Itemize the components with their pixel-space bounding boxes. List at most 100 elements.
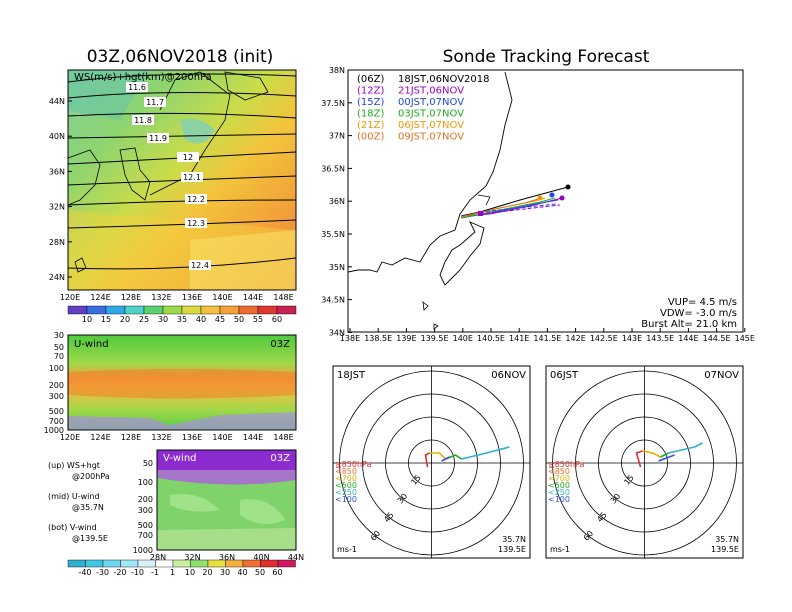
lon-tick-label: 139.5E [421, 334, 449, 343]
svg-text:(up) WS+hgt: (up) WS+hgt [48, 461, 100, 470]
ws-panel: WS(m/s)+hgt(km)@200hPa 11.611.7 11.8 11.9 1… [49, 69, 297, 302]
lon-tick-label: 142.5E [590, 334, 618, 343]
pressure-tick-label: 500 [138, 521, 153, 530]
lon-tick-label: 144E [678, 334, 698, 343]
hodo-legend-item: <500 [335, 481, 357, 490]
colorbar-label: 10 [185, 568, 195, 577]
colorbar-swatch [225, 559, 244, 568]
hodograph-lon: 139.5E [498, 545, 526, 554]
colorbar-label: 25 [139, 315, 149, 324]
lon-tick-label: 120E [60, 293, 80, 302]
lat-tick-label: 40N [253, 553, 269, 562]
colorbar-swatch [137, 559, 156, 568]
colorbar-swatch [102, 559, 121, 568]
contour-label-bg [147, 133, 169, 143]
colorbar-label: 55 [253, 315, 263, 324]
hodograph-date: 07NOV [704, 370, 739, 381]
contour-label-bg [185, 194, 207, 204]
lat-tick-label: 34.5N [321, 296, 345, 305]
lon-tick-label: 132E [151, 433, 171, 442]
hodo-legend-item: <250 [335, 488, 357, 497]
hodograph-lon: 139.5E [711, 545, 739, 554]
colorbar-label: 15 [101, 315, 111, 324]
lat-tick-label: 35.5N [321, 230, 345, 239]
colorbar-label: 50 [234, 315, 244, 324]
colorbar-swatch [85, 559, 104, 568]
v-wind-time: 03Z [270, 453, 290, 464]
lat-tick-label: 37.5N [321, 99, 345, 108]
colorbar-label: -20 [113, 568, 126, 577]
hodograph-trace [461, 446, 510, 460]
lon-tick-label: 140E [212, 293, 232, 302]
lat-tick-label: 37N [329, 132, 345, 141]
colorbar-swatch [260, 559, 279, 568]
lon-tick-label: 132E [151, 293, 171, 302]
colorbar-swatch [143, 305, 164, 315]
hodograph-ring [339, 370, 524, 556]
colorbar-swatch [86, 305, 107, 315]
legend-run: (21Z) [357, 120, 384, 131]
hodograph-trace [429, 452, 447, 460]
legend-time: 09JST,07NOV [398, 132, 464, 143]
contour-label-bg [126, 82, 148, 92]
ws-panel-label: WS(m/s)+hgt(km)@200hPa [74, 72, 212, 83]
lat-tick-label: 24N [49, 273, 65, 282]
lat-tick-label: 28N [49, 238, 65, 247]
colorbar-label: 60 [272, 315, 282, 324]
svg-text:@35.7N: @35.7N [72, 503, 104, 512]
contour-label-bg [177, 152, 199, 162]
hodo-legend-item: <250 [548, 488, 570, 497]
left-title: 03Z,06NOV2018 (init) [87, 47, 274, 67]
lon-tick-label: 143.5E [646, 334, 674, 343]
lat-tick-label: 32N [49, 203, 65, 212]
lon-tick-label: 141E [509, 334, 529, 343]
colorbar-swatch [162, 305, 183, 315]
contour-label: 11.8 [134, 116, 152, 125]
lat-tick-label: 36N [49, 167, 65, 176]
pressure-tick-label: 1000 [44, 426, 64, 435]
lon-tick-label: 120E [60, 433, 80, 442]
lon-tick-label: 148E [273, 293, 293, 302]
colorbar-label: 20 [120, 315, 130, 324]
hodograph-time: 18JST [337, 370, 366, 381]
lat-tick-label: 36N [329, 197, 345, 206]
lon-tick-label: 140E [453, 334, 473, 343]
legend-time: 03JST,07NOV [398, 109, 464, 120]
hodograph-ring [408, 439, 455, 487]
colorbar-label: 40 [237, 568, 247, 577]
lat-tick-label: 28N [150, 553, 166, 562]
hodo-legend-item: <850 [335, 467, 357, 476]
hodograph-ring [362, 393, 501, 533]
lon-tick-label: 144.5E [703, 334, 731, 343]
legend-run: (15Z) [357, 97, 384, 108]
colorbar-label: 20 [202, 568, 212, 577]
contour-label-bg [185, 218, 207, 228]
contour-label-bg [132, 115, 154, 125]
panel-legend: (up) WS+hgt @200hPa (mid) U-wind @35.7N … [48, 461, 110, 543]
lon-tick-label: 141.5E [533, 334, 561, 343]
pressure-tick-label: 700 [138, 531, 153, 540]
lat-tick-label: 35N [329, 263, 345, 272]
pressure-tick-label: 100 [138, 478, 153, 487]
contour-label-bg [181, 172, 203, 182]
lat-tick-label: 32N [184, 553, 200, 562]
contour-label: 12.4 [191, 261, 209, 270]
colorbar-swatch [207, 559, 226, 568]
hodograph-lat: 35.7N [715, 535, 739, 544]
legend-run: (06Z) [357, 74, 384, 85]
v-wind-label: V-wind [163, 453, 197, 464]
contour-label: 11.9 [149, 134, 167, 143]
pressure-tick-label: 200 [49, 381, 64, 390]
pressure-tick-label: 30 [54, 331, 64, 340]
hodograph-lat: 35.7N [502, 535, 526, 544]
hodograph-trace [635, 450, 643, 468]
colorbar-label: 35 [177, 315, 187, 324]
colorbar-swatch [219, 305, 240, 315]
contour-label: 12.1 [183, 173, 201, 182]
legend-run: (18Z) [357, 109, 384, 120]
lon-tick-label: 124E [90, 433, 110, 442]
hodograph-date: 06NOV [491, 370, 526, 381]
